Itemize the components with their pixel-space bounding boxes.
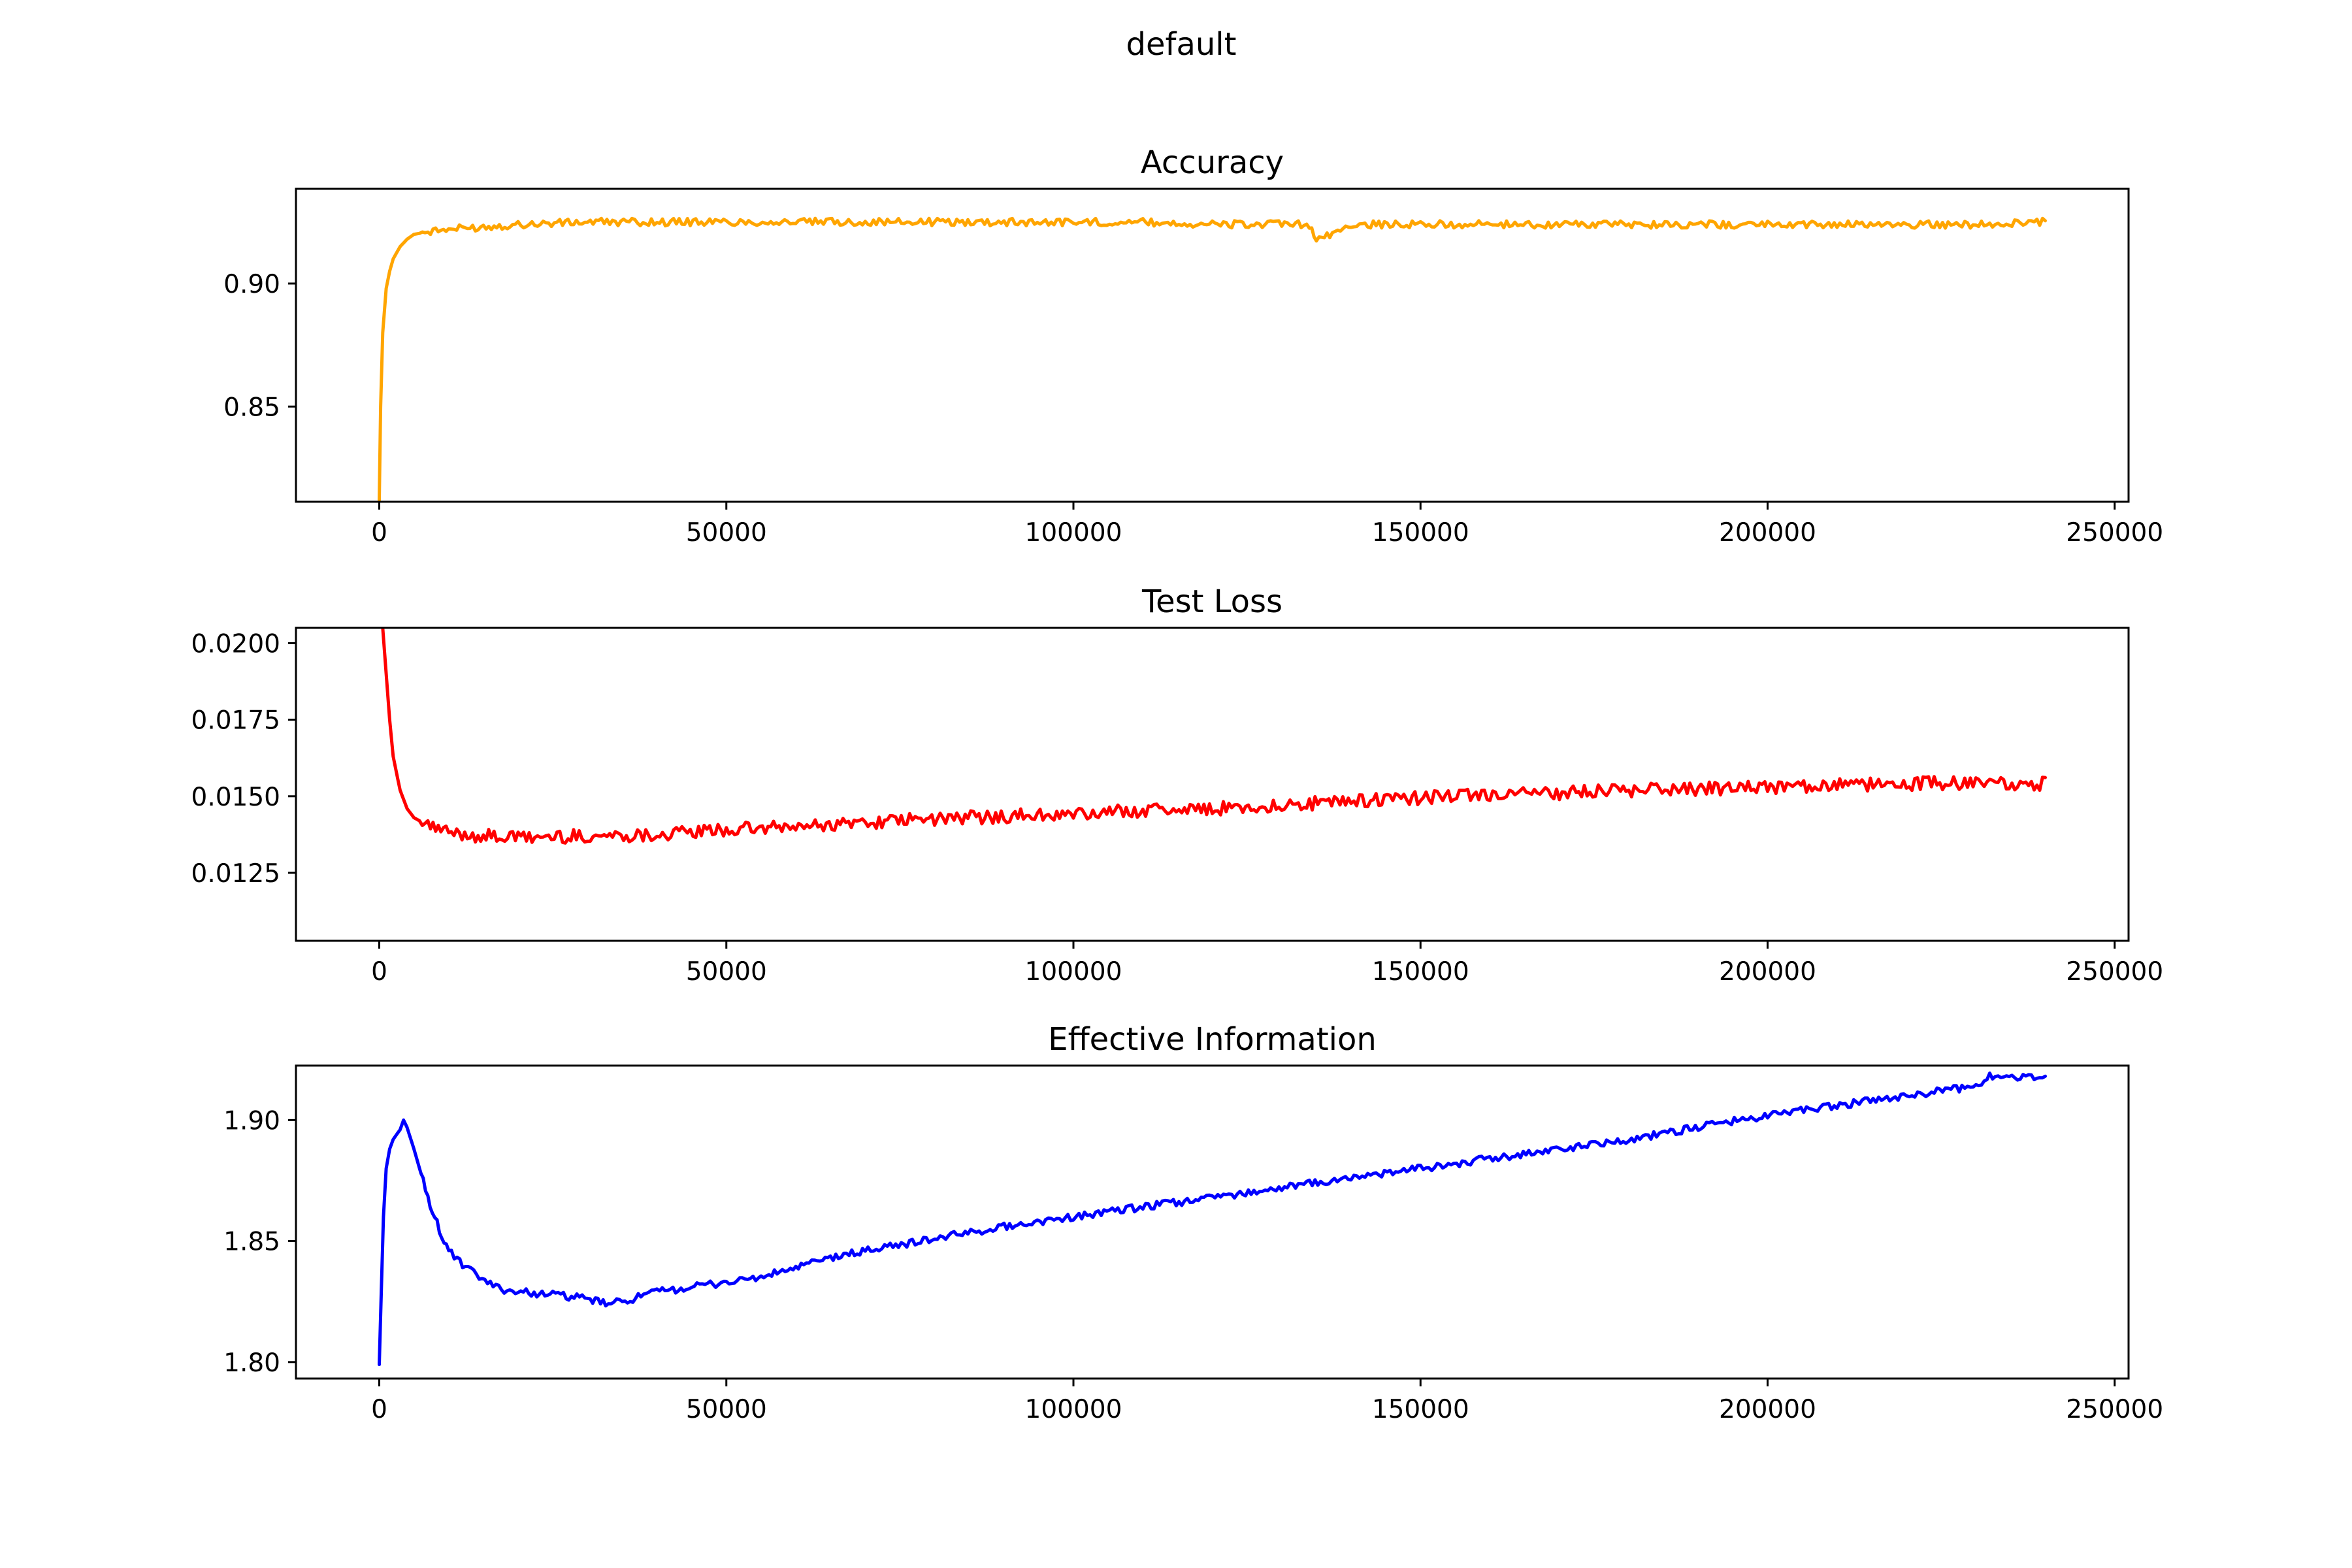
- x-tick-label: 100000: [1025, 1395, 1122, 1424]
- x-tick-label: 150000: [1372, 1395, 1469, 1424]
- y-tick-label: 0.90: [223, 270, 280, 299]
- y-tick-label: 0.0125: [191, 859, 280, 889]
- y-tick-label: 0.0150: [191, 783, 280, 812]
- subplot-title: Effective Information: [1048, 1021, 1377, 1058]
- x-tick-label: 250000: [2066, 957, 2163, 987]
- series-line: [381, 628, 2047, 845]
- x-tick-label: 50000: [686, 1395, 767, 1424]
- y-tick-label: 0.85: [223, 393, 280, 422]
- axes-frame: [295, 1064, 2130, 1380]
- x-tick-label: 250000: [2066, 518, 2163, 547]
- series-line: [378, 216, 2047, 502]
- x-tick-label: 0: [371, 1395, 387, 1424]
- x-tick-label: 50000: [686, 957, 767, 987]
- y-tick-label: 1.80: [223, 1348, 280, 1378]
- x-tick-label: 200000: [1719, 518, 1816, 547]
- x-tick-label: 100000: [1025, 518, 1122, 547]
- effective-information-subplot: Effective Information 0 50000 100000 150000…: [223, 1021, 2163, 1424]
- test-loss-subplot: Test Loss 0 50000 100000 150000 200000 250000…: [191, 583, 2164, 987]
- y-tick-label: 0.0175: [191, 706, 280, 736]
- subplot-title: Test Loss: [1141, 583, 1282, 620]
- x-tick-label: 150000: [1372, 957, 1469, 987]
- y-tick-label: 1.85: [223, 1228, 280, 1257]
- subplot-title: Accuracy: [1141, 144, 1284, 181]
- accuracy-subplot: Accuracy 0 50000 100000 150000 200000 250000 0…: [223, 144, 2163, 547]
- series-line: [378, 1071, 2047, 1366]
- axes-frame: [295, 188, 2130, 503]
- x-tick-label: 250000: [2066, 1395, 2163, 1424]
- y-tick-label: 0.0200: [191, 629, 280, 659]
- x-tick-label: 200000: [1719, 957, 1816, 987]
- x-tick-label: 150000: [1372, 518, 1469, 547]
- x-tick-label: 100000: [1025, 957, 1122, 987]
- x-tick-label: 0: [371, 518, 387, 547]
- x-tick-label: 50000: [686, 518, 767, 547]
- x-tick-label: 0: [371, 957, 387, 987]
- y-tick-label: 1.90: [223, 1106, 280, 1135]
- x-tick-label: 200000: [1719, 1395, 1816, 1424]
- figure-suptitle: default: [1126, 26, 1237, 63]
- axes-frame: [295, 627, 2130, 942]
